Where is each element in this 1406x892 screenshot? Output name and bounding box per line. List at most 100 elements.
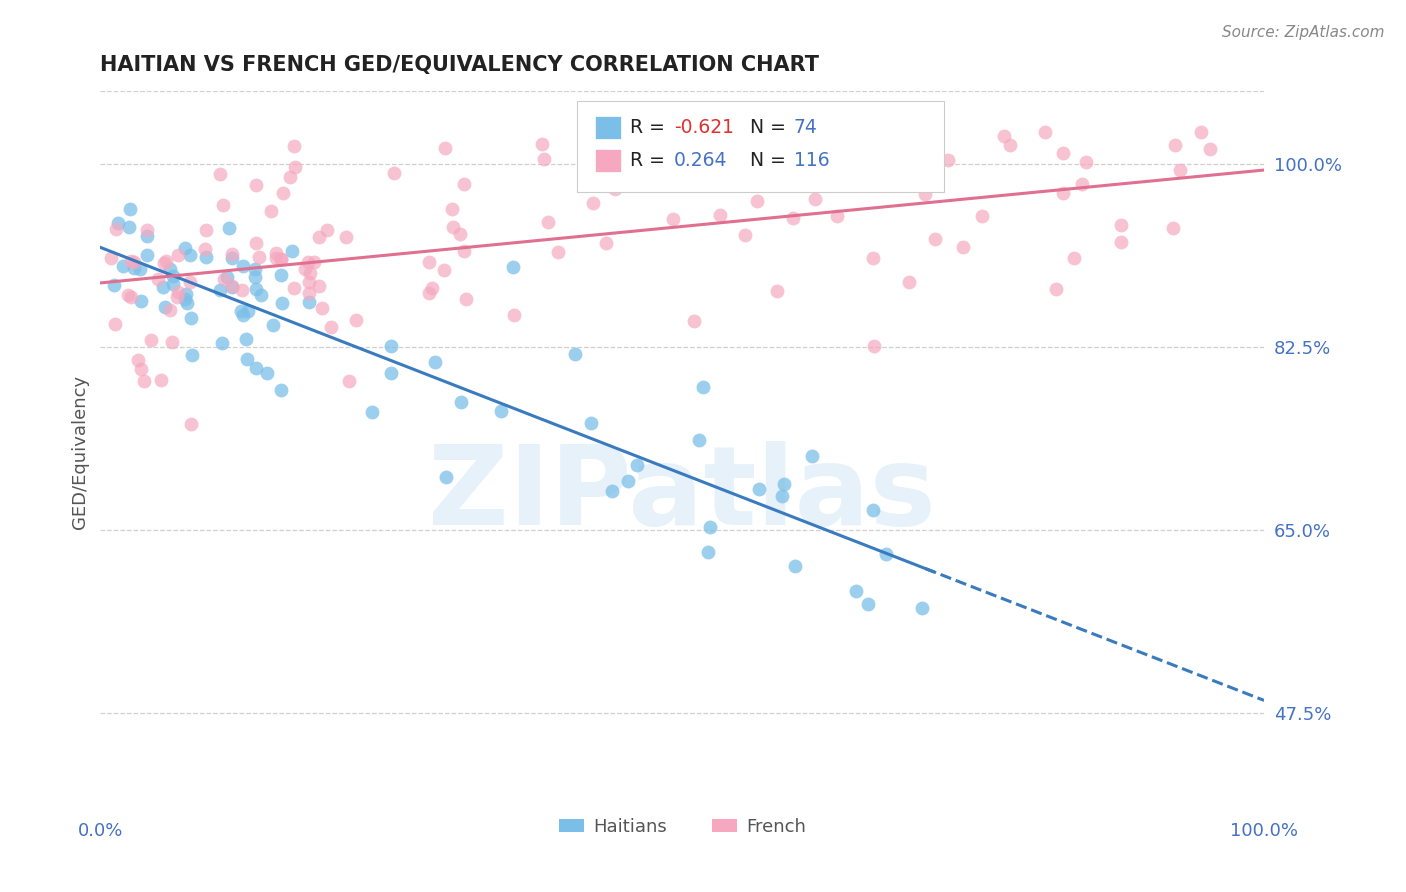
Point xyxy=(600,483,623,498)
Point xyxy=(195,250,218,264)
Point xyxy=(129,361,152,376)
Point xyxy=(297,255,319,269)
Point xyxy=(491,403,513,417)
Point xyxy=(321,320,343,334)
Point xyxy=(162,277,184,291)
Point xyxy=(122,255,145,269)
Point xyxy=(547,244,569,259)
Point xyxy=(1168,162,1191,177)
Point xyxy=(180,311,202,326)
Point xyxy=(747,194,769,209)
Point xyxy=(155,254,177,268)
Point xyxy=(603,182,626,196)
Point xyxy=(229,303,252,318)
Point xyxy=(179,275,201,289)
Point xyxy=(104,318,127,332)
Point xyxy=(264,246,287,260)
Point xyxy=(311,301,333,315)
Point xyxy=(100,251,122,265)
Point xyxy=(211,335,233,350)
Point xyxy=(167,285,190,299)
Text: Source: ZipAtlas.com: Source: ZipAtlas.com xyxy=(1222,25,1385,40)
Point xyxy=(278,169,301,184)
Point xyxy=(434,470,457,484)
Point xyxy=(748,482,770,496)
Point xyxy=(1109,219,1132,233)
Point xyxy=(174,286,197,301)
Point xyxy=(294,262,316,277)
Point xyxy=(208,167,231,181)
Point xyxy=(181,349,204,363)
Point xyxy=(174,293,197,307)
Point xyxy=(232,259,254,273)
Point xyxy=(308,230,330,244)
Point xyxy=(235,351,257,366)
Point xyxy=(135,223,157,237)
Point xyxy=(734,227,756,242)
Text: 116: 116 xyxy=(794,151,830,170)
Point xyxy=(174,241,197,255)
Point xyxy=(232,308,254,322)
Point xyxy=(149,373,172,387)
Point xyxy=(911,600,934,615)
Point xyxy=(129,293,152,308)
Point xyxy=(418,286,440,301)
Text: N =: N = xyxy=(749,118,792,136)
Point xyxy=(270,268,292,283)
Point xyxy=(1199,142,1222,156)
Point xyxy=(245,178,267,193)
Point xyxy=(271,296,294,310)
Point xyxy=(875,547,897,561)
Point xyxy=(120,254,142,268)
Point xyxy=(688,433,710,447)
Point xyxy=(1035,125,1057,139)
FancyBboxPatch shape xyxy=(595,116,620,139)
Point xyxy=(380,339,402,353)
Point xyxy=(308,279,330,293)
Point xyxy=(212,272,235,286)
Point xyxy=(845,583,868,598)
Point xyxy=(502,260,524,274)
Point xyxy=(924,232,946,246)
Point xyxy=(897,275,920,289)
Point xyxy=(218,221,240,235)
Point xyxy=(804,192,827,206)
Point xyxy=(1161,221,1184,235)
Point xyxy=(856,597,879,611)
Text: R =: R = xyxy=(630,151,671,170)
Point xyxy=(993,128,1015,143)
Text: 74: 74 xyxy=(794,118,818,136)
Point xyxy=(245,261,267,276)
Point xyxy=(245,235,267,250)
Point xyxy=(264,252,287,266)
Point xyxy=(270,383,292,397)
Point xyxy=(1052,186,1074,201)
Point xyxy=(872,158,894,172)
Point xyxy=(120,290,142,304)
Point xyxy=(425,355,447,369)
Point xyxy=(122,261,145,276)
Text: ZIPatlas: ZIPatlas xyxy=(429,442,936,549)
Point xyxy=(862,251,884,265)
Point xyxy=(783,559,806,574)
Point xyxy=(162,269,184,284)
Point xyxy=(337,374,360,388)
Point xyxy=(139,333,162,347)
Point xyxy=(1052,145,1074,160)
Point xyxy=(284,161,307,175)
Text: N =: N = xyxy=(749,151,792,170)
Point xyxy=(702,155,724,169)
Point xyxy=(148,272,170,286)
Point xyxy=(118,220,141,235)
Point xyxy=(298,275,321,289)
Point xyxy=(152,280,174,294)
Point xyxy=(107,216,129,230)
Point xyxy=(235,332,257,346)
Text: 0.264: 0.264 xyxy=(673,151,727,170)
Point xyxy=(441,220,464,235)
Point xyxy=(849,152,872,166)
Point xyxy=(236,304,259,318)
Point xyxy=(221,251,243,265)
Point xyxy=(765,284,787,298)
Legend: Haitians, French: Haitians, French xyxy=(551,811,813,843)
